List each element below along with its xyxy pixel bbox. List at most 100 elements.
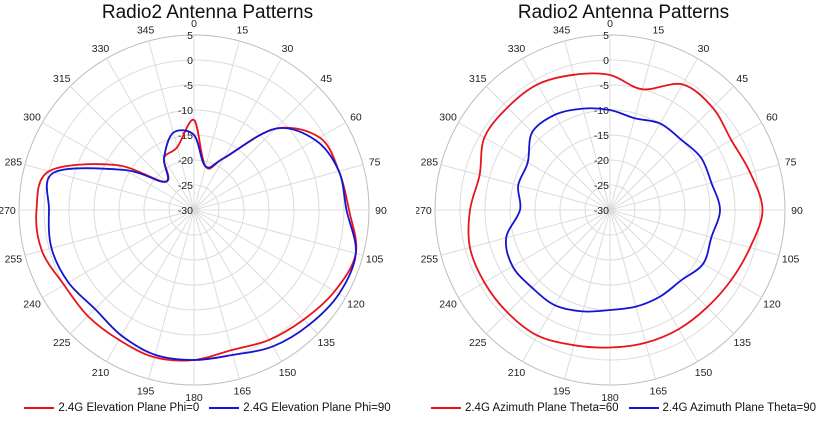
radial-tick-label: 0 <box>603 55 609 67</box>
grid-spoke <box>609 122 762 211</box>
grid-spoke <box>440 164 611 211</box>
grid-spoke <box>609 40 656 211</box>
radial-tick-label: -20 <box>178 155 193 167</box>
legend-label: 2.4G Azimuth Plane Theta=90 <box>662 402 817 414</box>
angle-tick-label: 120 <box>763 299 781 311</box>
chart-panel-azimuth: Radio2 Antenna Patterns 0 15 30 45 60 75 90 105… <box>416 0 831 429</box>
legend-label: 2.4G Elevation Plane Phi=90 <box>243 402 391 414</box>
radial-tick-label: -20 <box>594 155 609 167</box>
angle-tick-label: 0 <box>191 18 197 30</box>
angle-tick-label: 300 <box>439 112 457 124</box>
angle-tick-label: 240 <box>23 299 41 311</box>
grid-spoke <box>564 40 611 211</box>
grid-spoke <box>193 85 319 211</box>
grid-spoke <box>193 209 240 380</box>
angle-tick-label: 195 <box>137 386 155 398</box>
legend-label: 2.4G Azimuth Plane Theta=60 <box>464 402 619 414</box>
grid-spoke <box>485 85 611 211</box>
grid-spoke <box>148 209 195 380</box>
angle-tick-label: 225 <box>53 337 71 349</box>
angle-tick-label: 165 <box>234 386 252 398</box>
grid-spoke <box>24 209 195 256</box>
angle-tick-label: 210 <box>508 367 526 379</box>
series-line <box>45 127 357 361</box>
angle-tick-label: 75 <box>369 157 381 169</box>
radial-tick-label: -30 <box>594 205 609 217</box>
legend-item-phi0: 2.4G Elevation Plane Phi=0 <box>24 402 199 414</box>
grid-spoke <box>609 209 656 380</box>
angle-tick-label: 330 <box>92 43 110 55</box>
grid-spoke <box>42 122 195 211</box>
grid-spoke <box>69 85 195 211</box>
angle-tick-label: 105 <box>782 253 800 265</box>
angle-tick-label: 60 <box>350 112 362 124</box>
grid-spoke <box>193 209 319 335</box>
angle-tick-label: 195 <box>553 386 571 398</box>
radial-tick-label: 5 <box>603 30 609 42</box>
angle-tick-label: 45 <box>320 73 332 85</box>
chart-title: Radio2 Antenna Patterns <box>517 2 730 23</box>
grid-spoke <box>522 209 611 362</box>
angle-tick-label: 285 <box>421 157 439 169</box>
chart-panel-elevation: Radio2 Antenna Patterns 0 15 30 45 60 75 90 105… <box>0 0 415 429</box>
legend-label: 2.4G Elevation Plane Phi=0 <box>58 402 200 414</box>
grid-spoke <box>193 58 282 211</box>
angle-tick-label: 180 <box>185 392 203 404</box>
angle-tick-label: 225 <box>469 337 487 349</box>
grid-spoke <box>609 164 780 211</box>
grid-spoke <box>564 209 611 380</box>
angle-tick-label: 135 <box>317 337 335 349</box>
legend-item-phi90: 2.4G Elevation Plane Phi=90 <box>209 402 391 414</box>
angle-tick-label: 300 <box>23 112 41 124</box>
polar-plot-elevation: 0 15 30 45 60 75 90 105 120 135 150 165 180 195 210 225… <box>0 18 387 404</box>
grid-spoke <box>193 209 346 298</box>
grid-spoke <box>440 209 611 256</box>
series-line <box>467 72 764 349</box>
legend: 2.4G Azimuth Plane Theta=60 2.4G Azimuth… <box>416 402 831 414</box>
angle-tick-label: 315 <box>53 73 71 85</box>
angle-tick-label: 60 <box>766 112 778 124</box>
angle-tick-label: 270 <box>0 205 16 217</box>
angle-tick-label: 105 <box>366 253 384 265</box>
grid-spoke <box>609 209 698 362</box>
angle-tick-label: 255 <box>5 253 23 265</box>
radial-tick-label: 5 <box>187 30 193 42</box>
polar-plot-azimuth: 0 15 30 45 60 75 90 105 120 135 150 165 180 195 210 225… <box>416 18 803 404</box>
series-line <box>505 107 721 313</box>
grid-spoke <box>69 209 195 335</box>
radial-tick-label: -10 <box>178 105 193 117</box>
angle-tick-label: 30 <box>282 43 294 55</box>
radial-tick-label: 0 <box>187 55 193 67</box>
grid-spoke <box>458 209 611 298</box>
grid-spoke <box>193 122 346 211</box>
angle-tick-label: 285 <box>5 157 23 169</box>
angle-tick-label: 45 <box>736 73 748 85</box>
legend-swatch-red <box>24 407 55 409</box>
grid-spoke <box>193 40 240 211</box>
angle-tick-label: 90 <box>375 205 387 217</box>
angle-tick-label: 345 <box>553 24 571 36</box>
radial-tick-label: -10 <box>594 105 609 117</box>
angle-tick-label: 210 <box>92 367 110 379</box>
radial-tick-label: -5 <box>184 80 193 92</box>
angle-tick-label: 15 <box>237 24 249 36</box>
grid-spoke <box>609 209 762 298</box>
radial-tick-label: -25 <box>594 180 609 192</box>
angle-tick-label: 345 <box>137 24 155 36</box>
grid-spoke <box>193 209 364 256</box>
angle-tick-label: 150 <box>279 367 297 379</box>
grid-spoke <box>609 209 735 335</box>
legend-swatch-red <box>430 407 461 409</box>
angle-tick-label: 150 <box>695 367 713 379</box>
grid-spoke <box>193 209 282 362</box>
chart-title: Radio2 Antenna Patterns <box>101 2 314 23</box>
grid-spoke <box>148 40 195 211</box>
angle-tick-label: 180 <box>601 392 619 404</box>
radial-tick-label: -30 <box>178 205 193 217</box>
angle-tick-label: 0 <box>607 18 613 30</box>
angle-tick-label: 330 <box>508 43 526 55</box>
legend-item-theta90: 2.4G Azimuth Plane Theta=90 <box>628 402 817 414</box>
grid-spoke <box>193 164 364 211</box>
legend-swatch-blue <box>628 407 659 409</box>
legend: 2.4G Elevation Plane Phi=0 2.4G Elevatio… <box>0 402 415 414</box>
